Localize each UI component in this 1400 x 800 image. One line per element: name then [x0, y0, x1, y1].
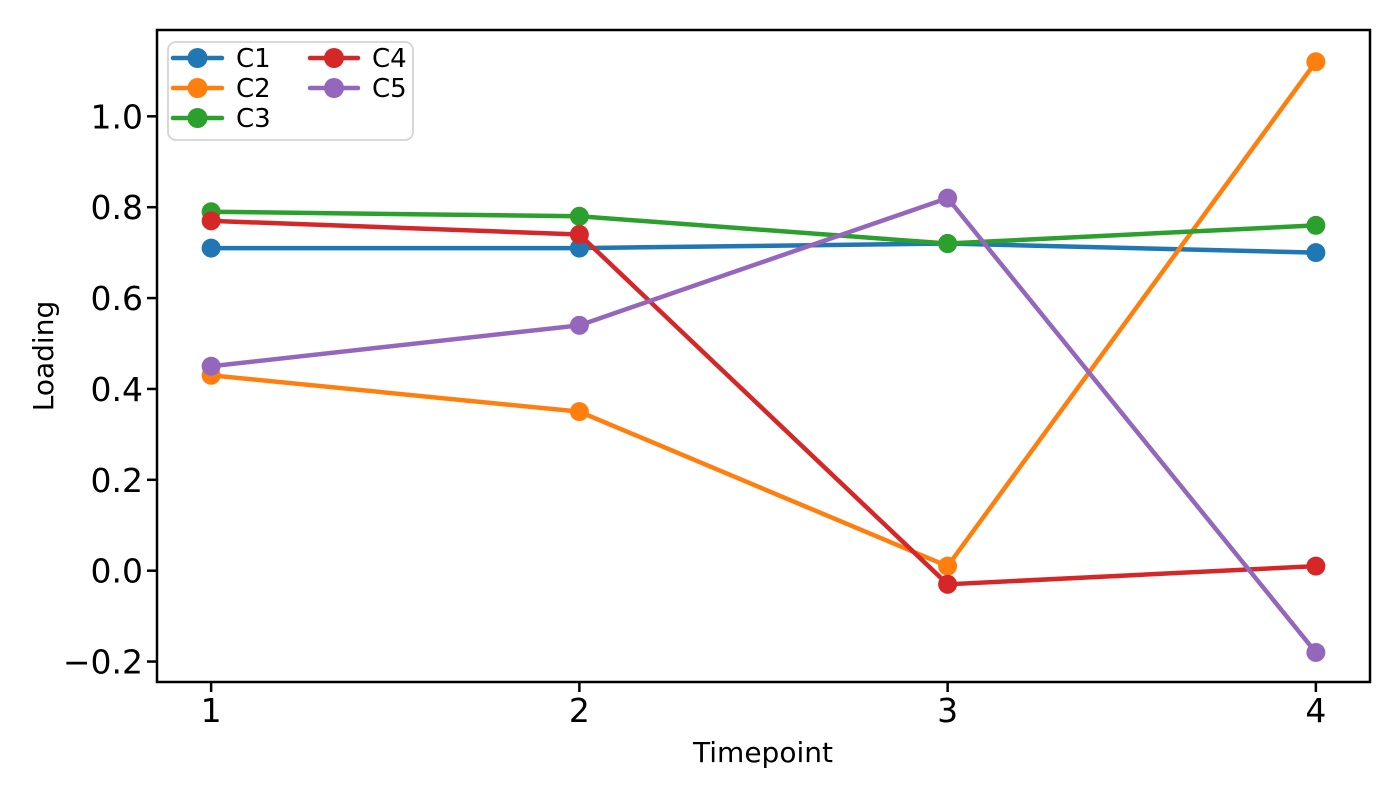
plot-frame	[155, 28, 1372, 684]
y-tick-label: 0.8	[91, 188, 143, 227]
data-point-C3	[569, 206, 589, 226]
legend-marker	[187, 78, 208, 98]
data-point-C1	[1306, 243, 1326, 263]
legend-item-C4: C4	[307, 44, 407, 74]
y-tick-label: 0.2	[91, 461, 143, 500]
legend-item-C1: C1	[170, 44, 271, 74]
data-point-C4	[201, 211, 221, 231]
data-point-C5	[1306, 642, 1326, 662]
legend-label: C5	[372, 74, 407, 104]
x-axis-label: Timepoint	[692, 736, 833, 769]
y-tick-label: 0.6	[91, 279, 143, 318]
data-point-C5	[569, 315, 589, 335]
y-tick-label: 1.0	[91, 97, 143, 136]
series-line-C4	[208, 218, 1319, 587]
legend-label: C2	[236, 74, 271, 104]
legend-item-C5: C5	[307, 74, 407, 104]
data-point-C5	[938, 188, 958, 208]
data-point-C4	[938, 574, 958, 594]
legend-marker	[187, 48, 208, 68]
legend-marker	[324, 48, 344, 68]
y-tick-label: −0.2	[63, 643, 143, 682]
x-tick-label: 1	[201, 691, 222, 730]
data-point-C1	[569, 238, 589, 258]
data-point-C2	[1306, 52, 1326, 72]
data-point-C2	[569, 402, 589, 422]
data-point-C4	[569, 224, 589, 244]
legend-label: C3	[236, 104, 271, 134]
data-point-C5	[201, 356, 221, 376]
y-axis-label: Loading	[27, 301, 60, 411]
series-line-C1	[208, 241, 1319, 255]
legend-box	[167, 41, 414, 141]
y-tick-label: 0.0	[91, 552, 143, 591]
legend-item-C2: C2	[170, 74, 271, 104]
series-line-C5	[208, 195, 1319, 655]
x-tick-label: 3	[937, 691, 958, 730]
x-tick-label: 2	[569, 691, 590, 730]
x-tick-label: 4	[1305, 691, 1326, 730]
data-point-C3	[1306, 215, 1326, 235]
legend-marker	[187, 108, 208, 128]
legend-item-C3: C3	[170, 104, 271, 134]
data-point-C3	[938, 234, 958, 254]
y-tick-label: 0.4	[91, 370, 143, 409]
data-point-C1	[201, 238, 221, 258]
series-line-C2	[208, 59, 1319, 569]
data-point-C2	[938, 556, 958, 576]
data-point-C4	[1306, 556, 1326, 576]
x-ticks: 1 2 3 4	[201, 682, 1326, 730]
legend-marker	[324, 78, 344, 98]
legend-label: C1	[236, 44, 271, 74]
series-lines	[201, 52, 1326, 662]
series-line-C3	[208, 209, 1319, 246]
legend-label: C4	[372, 44, 407, 74]
y-ticks: −0.2 0.0 0.2 0.4 0.6 0.8 1.0	[63, 97, 157, 682]
